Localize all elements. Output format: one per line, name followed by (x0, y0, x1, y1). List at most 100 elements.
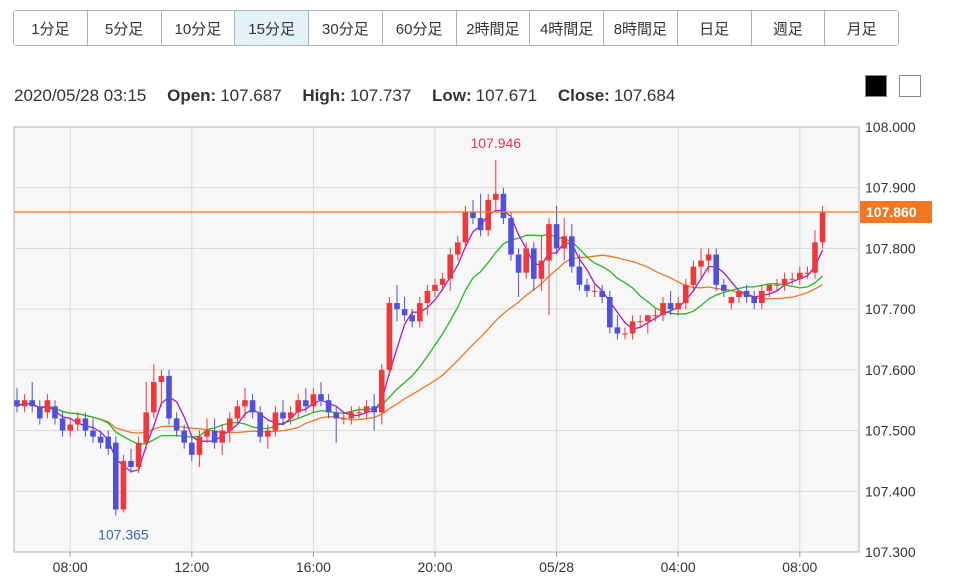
candle-body (812, 242, 818, 273)
candle-body (97, 436, 104, 443)
candle-body (295, 400, 301, 413)
high-value: 107.737 (349, 86, 412, 105)
low-value: 107.671 (475, 86, 538, 105)
close-value: 107.684 (613, 86, 676, 105)
candle-body (470, 212, 476, 219)
candle-body (683, 284, 689, 304)
candle-body (75, 418, 81, 425)
tab-timeframe[interactable]: 10分足 (161, 11, 236, 45)
tab-timeframe[interactable]: 4時間足 (530, 11, 604, 45)
candle-body (204, 430, 210, 437)
candle-body (614, 327, 621, 334)
candle-body (508, 218, 514, 255)
candle-body (432, 284, 438, 291)
candle-body (531, 248, 537, 279)
candle-body (759, 290, 765, 304)
candle-body (379, 369, 385, 413)
ohlc-datetime: 2020/05/28 03:15 (14, 86, 147, 105)
candle-body (477, 218, 484, 231)
candle-body (751, 297, 757, 304)
tab-timeframe[interactable]: 日足 (677, 11, 752, 45)
candle-body (59, 418, 66, 431)
candle-body (325, 400, 332, 413)
candle-body (675, 303, 681, 310)
open-value: 107.687 (220, 86, 282, 105)
current-price-label: 107.860 (866, 204, 917, 220)
candle-body (303, 400, 309, 407)
y-tick-label: 107.700 (865, 301, 916, 317)
y-tick-label: 107.300 (865, 544, 916, 560)
candle-body (713, 254, 719, 285)
candle-body (113, 442, 119, 510)
candle-body (90, 430, 96, 437)
candle-body (227, 418, 233, 431)
ohlc-readout: 2020/05/28 03:15 Open: 107.687 High: 107.7… (14, 86, 675, 106)
candle-body (690, 266, 697, 285)
candle-body (120, 460, 127, 510)
candle-body (82, 418, 89, 431)
candle-body (348, 412, 355, 419)
candle-body (189, 442, 195, 455)
tab-timeframe[interactable]: 15分足 (235, 11, 309, 45)
candle-body (774, 284, 780, 286)
candle-body (637, 321, 643, 323)
candle-body (44, 400, 51, 413)
candle-body (607, 297, 613, 328)
candle-body (280, 412, 286, 419)
candle-body (181, 430, 187, 443)
candle-body (158, 375, 165, 382)
candle-body (135, 442, 142, 467)
candle-body (143, 412, 149, 443)
candle-body (318, 394, 324, 401)
candle-body (743, 290, 750, 297)
tab-timeframe[interactable]: 週足 (751, 11, 826, 45)
candle-body (819, 212, 826, 243)
candle-body (538, 260, 545, 279)
tab-timeframe[interactable]: 2時間足 (456, 11, 531, 45)
candle-body (705, 254, 712, 261)
candle-body (599, 290, 605, 297)
candle-body (629, 321, 636, 334)
candle-body (493, 193, 499, 200)
candle-body (515, 254, 522, 273)
candle-body (409, 315, 415, 322)
candle-body (333, 412, 339, 419)
tab-timeframe[interactable]: 30分足 (309, 11, 383, 45)
tab-timeframe[interactable]: 月足 (825, 11, 898, 45)
candle-body (257, 412, 263, 437)
candle-body (622, 333, 628, 335)
candle-body (386, 303, 393, 370)
candle-body (234, 406, 241, 419)
dark-theme-button[interactable] (865, 75, 887, 97)
y-tick-label: 108.000 (865, 119, 916, 135)
candle-body (721, 284, 727, 291)
candle-body (242, 400, 248, 407)
candle-body (652, 315, 659, 317)
tab-timeframe[interactable]: 8時間足 (604, 11, 678, 45)
candle-body (781, 278, 788, 285)
y-tick-label: 107.500 (865, 423, 916, 439)
tab-timeframe[interactable]: 5分足 (87, 11, 162, 45)
candle-body (394, 303, 400, 310)
candle-body (211, 430, 218, 443)
low-marker-label: 107.365 (98, 527, 149, 543)
candle-body (462, 212, 469, 243)
candle-body (287, 412, 294, 419)
candle-body (523, 248, 529, 273)
tab-timeframe[interactable]: 1分足 (14, 11, 88, 45)
plot-area (13, 126, 860, 553)
candle-body (14, 400, 20, 407)
candle-body (151, 382, 157, 413)
candle-body (219, 430, 225, 443)
current-price-tag (860, 201, 932, 223)
candle-body (105, 436, 111, 449)
x-tick-label: 12:00 (174, 559, 209, 575)
light-theme-button[interactable] (899, 75, 921, 97)
candle-body (698, 260, 704, 267)
candle-body (21, 400, 28, 407)
candle-body (804, 272, 811, 274)
candle-body (37, 406, 43, 419)
candle-body (766, 284, 773, 291)
tab-timeframe[interactable]: 60分足 (382, 11, 457, 45)
